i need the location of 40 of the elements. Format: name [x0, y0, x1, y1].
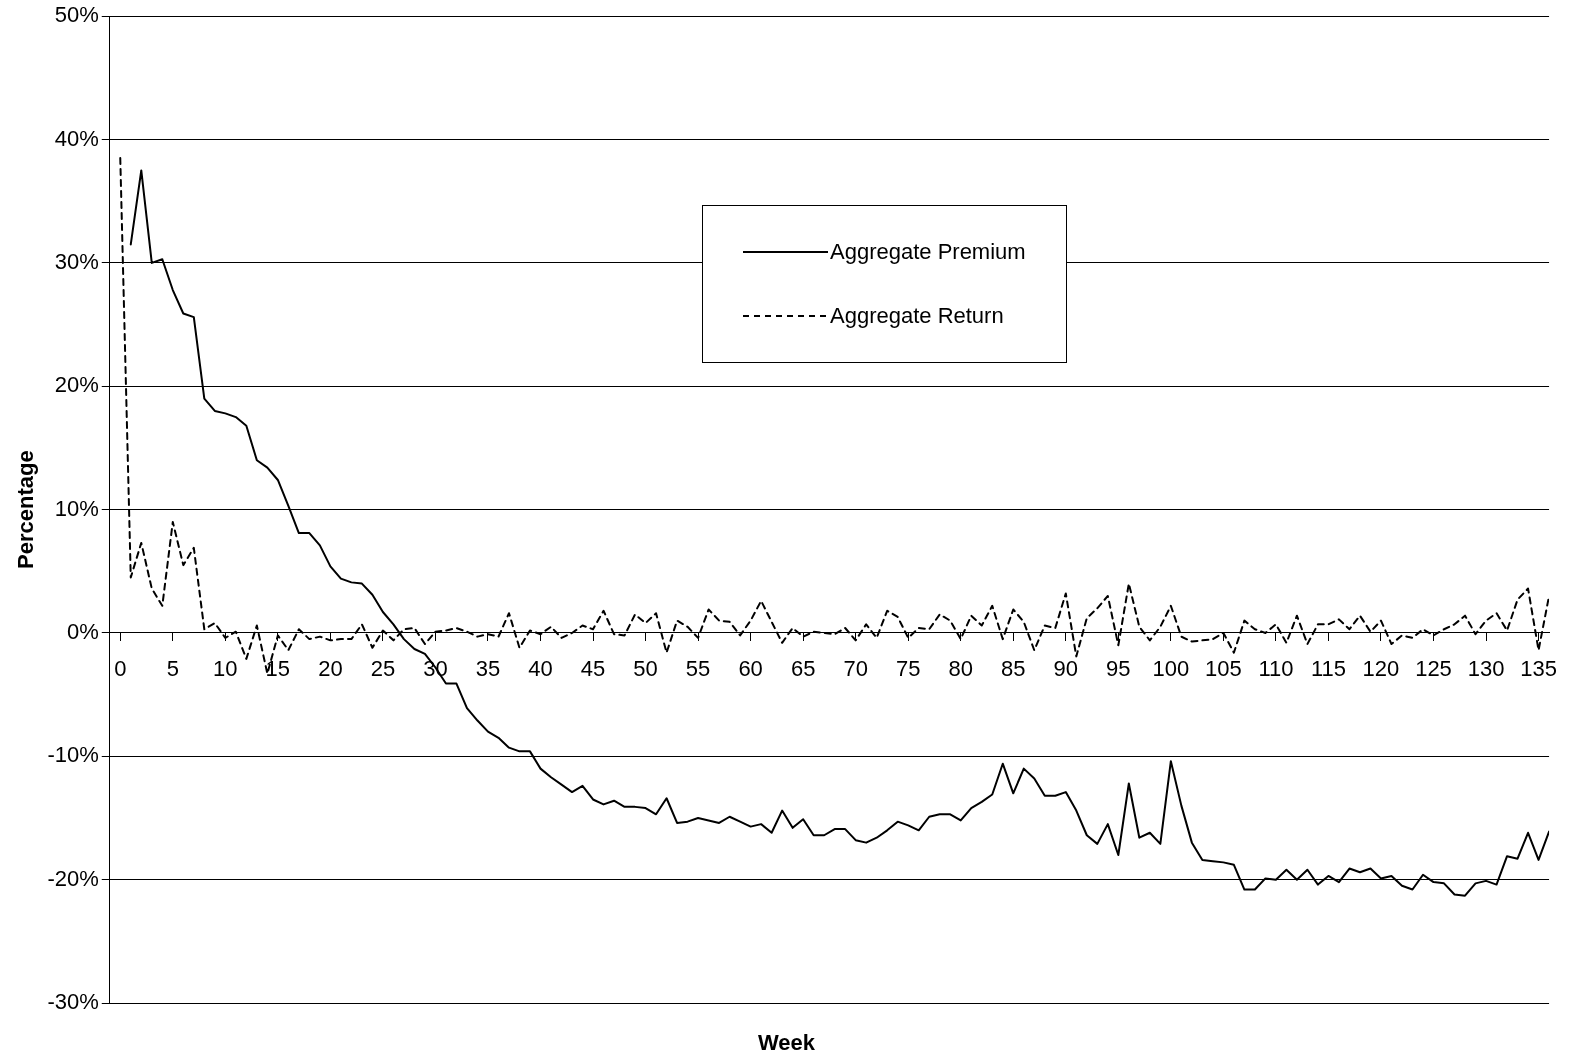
x-tick-label: 40 [528, 656, 553, 682]
y-tick-label: 30% [54, 248, 99, 274]
x-tick-label: 120 [1362, 656, 1400, 682]
y-axis-title: Percentage [13, 450, 39, 569]
y-tick-label: -30% [47, 989, 99, 1015]
x-tick-label: 70 [843, 656, 868, 682]
x-tick-label: 65 [790, 656, 816, 682]
x-tick-label: 60 [738, 656, 763, 682]
x-tick-label: 80 [948, 656, 973, 682]
y-tick-label: 20% [54, 372, 99, 398]
x-tick-label: 75 [895, 656, 921, 682]
x-tick-label: 20 [318, 656, 343, 682]
x-tick-label: 85 [1001, 656, 1026, 682]
legend-label: Aggregate Premium [830, 239, 1026, 265]
x-tick-label: 105 [1205, 656, 1242, 682]
x-tick-label: 55 [685, 656, 711, 682]
x-tick-label: 90 [1053, 656, 1079, 682]
x-tick-label: 130 [1467, 656, 1505, 682]
x-tick-label: 35 [475, 656, 501, 682]
x-tick-label: 10 [213, 656, 238, 682]
x-tick-label: 100 [1152, 656, 1190, 682]
x-axis-title: Week [756, 1030, 817, 1056]
x-tick-label: 95 [1106, 656, 1131, 682]
x-tick-label: 15 [265, 656, 291, 682]
x-tick-label: 125 [1415, 656, 1452, 682]
y-tick-label: 10% [54, 495, 99, 521]
x-tick-label: 135 [1520, 656, 1557, 682]
x-tick-label: 115 [1310, 656, 1346, 682]
legend-label: Aggregate Return [830, 303, 1004, 329]
y-tick-label: -20% [47, 865, 99, 891]
y-tick-label: 50% [54, 2, 99, 28]
x-tick-label: 50 [633, 656, 658, 682]
x-tick-label: 45 [580, 656, 606, 682]
y-tick-label: 0% [66, 619, 99, 645]
x-tick-label: 110 [1258, 656, 1294, 682]
y-tick-label: 40% [54, 125, 99, 151]
x-tick-label: 0 [114, 656, 127, 682]
y-tick-label: -10% [47, 742, 99, 768]
x-tick-label: 5 [166, 656, 179, 682]
x-tick-label: 25 [370, 656, 396, 682]
